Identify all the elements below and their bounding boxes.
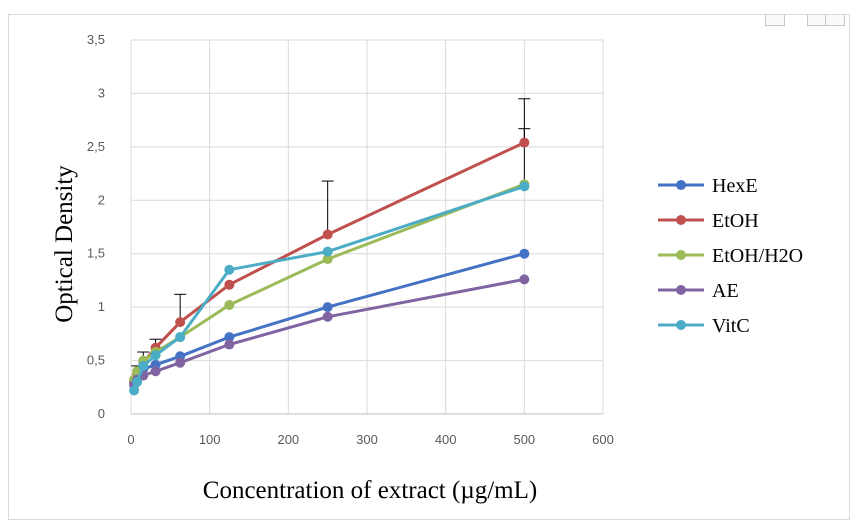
corner-marker-far-right <box>825 15 845 26</box>
chart-gridlines <box>130 39 604 414</box>
legend-marker-EtOH/H2O <box>676 250 686 260</box>
data-point-HexE <box>519 248 530 259</box>
data-point-VitC <box>322 246 333 257</box>
data-point-VitC <box>138 360 149 371</box>
legend-marker-EtOH <box>676 215 686 225</box>
data-point-EtOH <box>322 229 333 240</box>
data-point-VitC <box>150 350 161 361</box>
corner-marker-left <box>765 15 785 26</box>
legend-label-VitC: VitC <box>712 315 750 337</box>
y-tick-label: 0,5 <box>87 353 105 368</box>
x-tick-label: 0 <box>127 432 134 447</box>
legend-label-EtOH: EtOH <box>712 210 759 232</box>
x-axis-ticks: 0 100 200 300 400 500 600 <box>127 432 613 447</box>
data-point-AE <box>519 274 530 285</box>
data-point-HexE <box>224 332 235 343</box>
chart-frame <box>8 14 850 520</box>
x-tick-label: 500 <box>513 432 535 447</box>
legend-marker-HexE <box>676 180 686 190</box>
data-point-EtOH/H2O <box>322 254 333 265</box>
y-axis-title: Optical Density <box>51 165 78 323</box>
y-tick-label: 1,5 <box>87 246 105 261</box>
data-point-AE <box>322 311 333 322</box>
data-point-EtOH <box>224 279 235 290</box>
y-axis-ticks: 0 0,5 1 1,5 2 2,5 3 3,5 <box>87 32 105 421</box>
data-point-AE <box>224 339 235 350</box>
series-line-VitC <box>132 184 525 391</box>
data-point-VitC <box>519 181 530 192</box>
legend-label-EtOH/H2O: EtOH/H2O <box>712 245 803 267</box>
y-tick-label: 0 <box>98 406 105 421</box>
data-point-VitC <box>129 385 140 396</box>
legend-marker-AE <box>676 285 686 295</box>
data-point-HexE <box>322 302 333 313</box>
x-tick-label: 200 <box>277 432 299 447</box>
x-axis-title: Concentration of extract (µg/mL) <box>203 477 537 504</box>
y-tick-label: 3 <box>98 85 105 100</box>
data-point-AE <box>150 366 161 377</box>
x-tick-label: 400 <box>435 432 457 447</box>
legend-marker-VitC <box>676 320 686 330</box>
y-tick-label: 3,5 <box>87 32 105 47</box>
y-tick-label: 2,5 <box>87 139 105 154</box>
y-tick-label: 2 <box>98 192 105 207</box>
x-tick-label: 100 <box>199 432 221 447</box>
data-point-VitC <box>175 332 186 343</box>
series-line-AE <box>132 277 525 386</box>
data-point-VitC <box>132 376 143 387</box>
data-point-AE <box>175 357 186 368</box>
x-tick-label: 600 <box>592 432 614 447</box>
series-lines <box>129 137 530 396</box>
data-point-EtOH/H2O <box>224 300 235 311</box>
x-tick-label: 300 <box>356 432 378 447</box>
y-tick-label: 1 <box>98 299 105 314</box>
data-point-EtOH <box>519 137 530 148</box>
data-point-EtOH <box>175 317 186 328</box>
data-point-VitC <box>224 264 235 275</box>
legend-label-HexE: HexE <box>712 175 758 197</box>
legend: HexE EtOH EtOH/H2O AE VitC <box>658 175 803 337</box>
legend-label-AE: AE <box>712 280 739 302</box>
